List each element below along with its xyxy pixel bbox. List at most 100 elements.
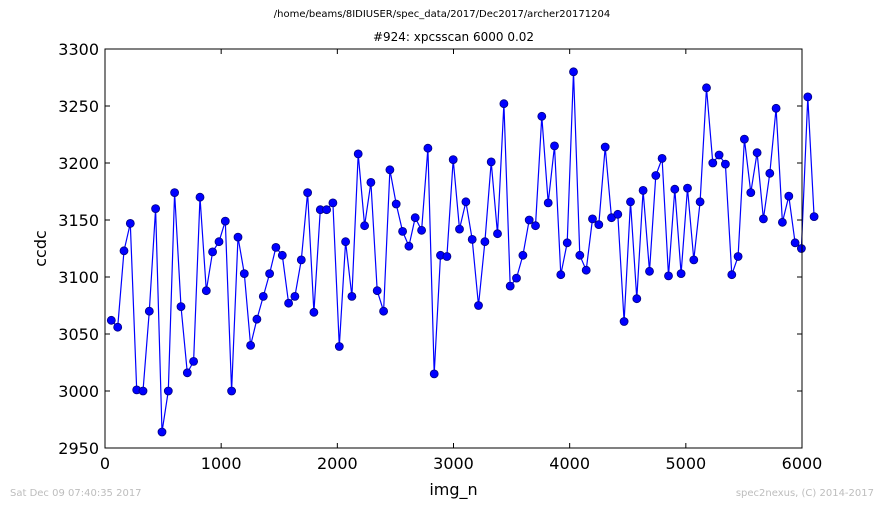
data-point — [176, 302, 186, 312]
data-point — [626, 197, 635, 207]
series-line — [110, 71, 815, 433]
data-point — [366, 177, 376, 187]
data-point — [727, 270, 737, 280]
data-point — [347, 291, 357, 301]
data-point — [296, 255, 306, 265]
x-tick-label: 2000 — [317, 454, 358, 473]
data-point — [277, 250, 287, 260]
data-point — [385, 165, 395, 175]
data-point — [803, 92, 813, 102]
data-point — [144, 306, 154, 316]
data-point — [113, 322, 123, 332]
data-point — [695, 197, 705, 207]
data-point — [353, 149, 363, 159]
x-tick-label: 3000 — [433, 454, 474, 473]
data-point — [752, 148, 762, 158]
data-point — [797, 244, 806, 253]
data-point — [550, 141, 559, 151]
data-point — [309, 307, 319, 317]
data-point — [239, 269, 249, 279]
data-point — [119, 246, 129, 256]
data-point — [201, 286, 211, 296]
y-axis-label: ccdc — [31, 230, 50, 267]
data-point — [252, 314, 262, 324]
data-point — [195, 192, 205, 202]
data-point — [290, 291, 300, 301]
x-tick-label: 0 — [100, 454, 110, 473]
data-point — [486, 157, 496, 167]
data-point — [258, 291, 268, 301]
data-point — [505, 281, 515, 291]
data-point — [360, 221, 370, 231]
data-point — [220, 216, 230, 226]
data-point — [341, 237, 351, 247]
data-point — [423, 143, 433, 153]
data-point — [708, 158, 718, 168]
data-point — [714, 150, 724, 160]
data-point — [372, 286, 382, 296]
data-point — [581, 265, 591, 275]
data-point — [613, 209, 623, 219]
data-point — [391, 199, 401, 209]
y-tick-label: 3000 — [58, 382, 99, 401]
data-point — [284, 298, 294, 308]
data-point — [303, 188, 313, 198]
data-point — [556, 270, 566, 280]
data-point — [214, 237, 224, 247]
plot-frame — [104, 48, 803, 449]
data-point — [182, 368, 192, 378]
y-tick-label: 3300 — [58, 40, 99, 59]
data-layer — [106, 67, 819, 437]
figure-suptitle: /home/beams/8IDIUSER/spec_data/2017/Dec2… — [273, 9, 611, 20]
data-point — [455, 224, 464, 234]
data-point — [493, 229, 502, 239]
data-point — [328, 198, 338, 208]
footer-timestamp: Sat Dec 09 07:40:35 2017 — [10, 488, 142, 499]
data-point — [651, 171, 661, 180]
data-point — [467, 234, 477, 244]
chart-title: #924: xpcsscan 6000 0.02 — [372, 30, 535, 44]
data-point — [537, 111, 547, 121]
data-point — [246, 340, 256, 350]
data-point — [588, 214, 597, 224]
data-point — [398, 226, 408, 236]
data-point — [518, 250, 528, 260]
data-point — [524, 215, 534, 225]
data-point — [733, 252, 743, 261]
x-tick-label: 6000 — [782, 454, 823, 473]
data-point — [619, 317, 629, 326]
data-point — [227, 386, 237, 396]
data-point — [759, 214, 768, 224]
data-point — [410, 213, 420, 223]
data-point — [531, 221, 540, 231]
data-point — [151, 204, 161, 214]
data-point — [322, 205, 332, 215]
y-tick-label: 3250 — [58, 97, 99, 116]
data-point — [334, 342, 344, 351]
data-point — [208, 247, 218, 257]
data-point — [638, 185, 648, 195]
data-point — [676, 269, 686, 279]
data-point — [790, 238, 800, 248]
data-point — [594, 220, 604, 230]
data-point — [379, 306, 389, 316]
data-point — [404, 241, 414, 251]
data-point — [474, 301, 483, 310]
data-point — [702, 83, 711, 93]
data-point — [543, 198, 553, 208]
x-axis-label: img_n — [429, 480, 477, 500]
data-point — [670, 184, 680, 194]
x-tick-label: 4000 — [549, 454, 590, 473]
data-point — [170, 188, 180, 198]
data-point — [778, 217, 787, 227]
data-point — [689, 255, 699, 265]
y-tick-label: 3100 — [58, 268, 99, 287]
data-point — [600, 142, 610, 152]
data-point — [429, 369, 439, 379]
data-point — [657, 153, 667, 163]
data-point — [442, 252, 452, 261]
data-point — [746, 188, 756, 198]
data-point — [138, 386, 148, 396]
data-point — [562, 238, 572, 248]
